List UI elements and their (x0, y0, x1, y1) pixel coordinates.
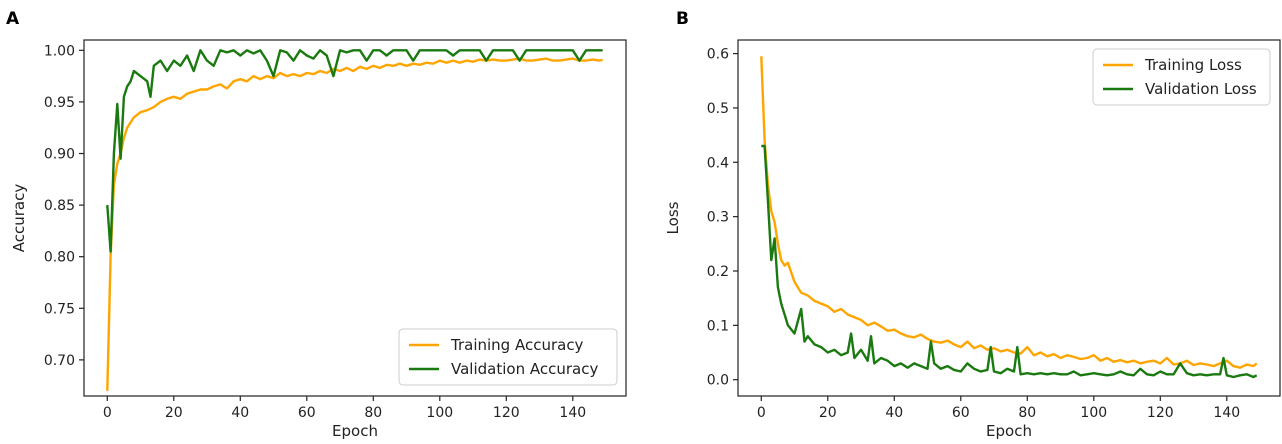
legend-label: Training Loss (1144, 56, 1242, 74)
y-tick-label: 0.6 (707, 47, 729, 63)
y-tick-label: 0.75 (44, 301, 75, 317)
x-tick-label: 40 (231, 405, 249, 421)
x-tick-label: 140 (1213, 405, 1240, 421)
x-tick-label: 60 (952, 405, 970, 421)
plot-frame (737, 39, 1281, 397)
y-axis-label: Accuracy (10, 184, 28, 253)
x-tick-label: 20 (165, 405, 183, 421)
y-tick-label: 0.0 (707, 373, 729, 389)
panel-letter: A (6, 9, 20, 29)
x-tick-label: 140 (559, 405, 586, 421)
x-tick-label: 0 (103, 405, 112, 421)
x-tick-label: 100 (1080, 405, 1107, 421)
x-tick-label: 80 (1018, 405, 1036, 421)
x-axis-label: Epoch (332, 422, 378, 440)
y-tick-label: 0.1 (707, 318, 729, 334)
x-tick-label: 60 (298, 405, 316, 421)
legend-box (398, 328, 618, 386)
legend: Training Loss Validation Loss (1092, 48, 1271, 106)
x-tick-label: 120 (493, 405, 520, 421)
legend: Training Accuracy Validation Accuracy (398, 328, 618, 386)
plot-frame (83, 39, 627, 397)
legend-label: Validation Accuracy (451, 360, 598, 378)
y-tick-label: 0.80 (44, 250, 75, 266)
x-tick-label: 40 (885, 405, 903, 421)
legend-label: Validation Loss (1145, 80, 1257, 98)
y-tick-label: 1.00 (44, 43, 75, 59)
series-line-validation-accuracy (106, 49, 603, 253)
y-tick-label: 0.3 (707, 210, 729, 226)
x-tick-label: 20 (819, 405, 837, 421)
legend-label: Training Accuracy (450, 336, 584, 354)
series-line-validation-loss (761, 144, 1258, 379)
x-tick-label: 0 (757, 405, 766, 421)
chart-panel-a: A 0 20 40 60 80 100 120 140 0.70 0.75 0.80 0.85 0.90 0… (6, 9, 627, 440)
legend-box (1092, 48, 1271, 106)
y-tick-label: 0.90 (44, 147, 75, 163)
y-tick-label: 0.2 (707, 264, 729, 280)
panel-letter: B (676, 9, 689, 29)
x-axis-label: Epoch (986, 422, 1032, 440)
series-line-training-loss (760, 56, 1258, 369)
y-tick-label: 0.95 (44, 95, 75, 111)
y-axis-label: Loss (664, 201, 682, 234)
y-tick-label: 0.70 (44, 353, 75, 369)
x-tick-label: 120 (1147, 405, 1174, 421)
y-tick-label: 0.4 (707, 155, 729, 171)
chart-panel-b: B 0 20 40 60 80 100 120 140 0.0 0.1 0.2 0.3 0.4 0.5 0.6… (664, 9, 1281, 440)
y-tick-label: 0.85 (44, 198, 75, 214)
y-tick-label: 0.5 (707, 101, 729, 117)
x-tick-label: 80 (364, 405, 382, 421)
x-tick-label: 100 (426, 405, 453, 421)
